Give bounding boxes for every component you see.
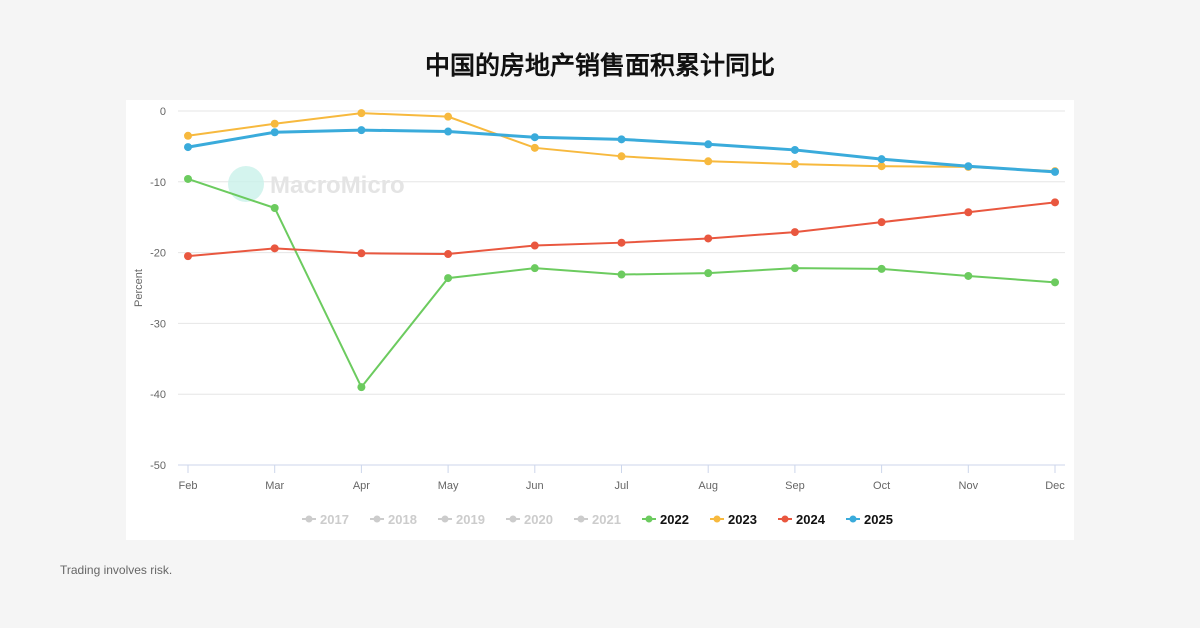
data-point-2025 — [530, 133, 539, 142]
data-point-2022 — [357, 383, 366, 392]
legend-item-2024[interactable]: 2024 — [796, 512, 826, 527]
legend-item-2022[interactable]: 2022 — [660, 512, 689, 527]
x-tick-label: Mar — [265, 480, 284, 492]
data-point-2025 — [877, 155, 886, 164]
data-point-2023 — [444, 112, 453, 121]
data-point-2024 — [530, 241, 539, 250]
legend-item-2021[interactable]: 2021 — [592, 512, 621, 527]
legend-marker-icon — [713, 515, 721, 523]
chart-title: 中国的房地产销售面积累计同比 — [424, 51, 775, 80]
data-point-2023 — [530, 143, 539, 152]
watermark: MacroMicro — [270, 172, 405, 199]
data-point-2025 — [184, 143, 192, 152]
y-axis-label: Percent — [133, 269, 145, 307]
data-point-2024 — [790, 228, 799, 237]
series-line-2024 — [187, 201, 1056, 258]
data-point-2023 — [704, 157, 713, 166]
y-tick-label: 0 — [160, 106, 166, 118]
data-point-2024 — [444, 250, 453, 259]
data-point-2024 — [617, 238, 626, 247]
x-tick-label: Jun — [526, 480, 544, 492]
legend-marker-icon — [509, 515, 517, 523]
data-point-2023 — [790, 160, 799, 169]
data-point-2022 — [877, 264, 886, 273]
legend-marker-icon — [373, 515, 381, 523]
data-point-2024 — [357, 249, 366, 258]
data-point-2025 — [1051, 167, 1059, 176]
legend-marker-icon — [577, 515, 585, 523]
data-point-2023 — [617, 152, 626, 161]
data-point-2025 — [964, 162, 973, 171]
data-point-2024 — [1051, 198, 1059, 207]
x-tick-label: Aug — [698, 480, 718, 492]
legend-item-2018[interactable]: 2018 — [388, 512, 417, 527]
legend-marker-icon — [645, 515, 653, 523]
data-point-2023 — [877, 162, 886, 171]
chart-panel: 0 -10 -20 -30 -40 -50 Percent Feb Mar Apr May Jun Ju… — [126, 100, 1074, 540]
x-tick-label: May — [438, 480, 459, 492]
data-point-2025 — [444, 127, 453, 136]
y-tick-label: -20 — [150, 248, 166, 260]
data-point-2023 — [270, 119, 279, 128]
data-point-2022 — [444, 274, 453, 283]
data-point-2024 — [964, 208, 973, 217]
data-point-2022 — [1051, 278, 1059, 287]
x-tick-label: Feb — [179, 480, 198, 492]
data-point-2022 — [617, 270, 626, 279]
data-point-2024 — [184, 252, 192, 261]
disclaimer: Trading involves risk. — [60, 563, 173, 577]
data-point-2022 — [704, 269, 713, 278]
legend-item-2019[interactable]: 2019 — [456, 512, 485, 527]
legend-item-2020[interactable]: 2020 — [524, 512, 553, 527]
y-tick-label: -40 — [150, 389, 166, 401]
data-point-2022 — [790, 264, 799, 273]
y-tick-label: -30 — [150, 318, 166, 330]
legend-marker-icon — [781, 515, 789, 523]
data-point-2025 — [704, 140, 713, 149]
x-tick-label: Oct — [873, 480, 890, 492]
watermark-logo-icon — [228, 166, 264, 202]
data-point-2024 — [270, 244, 279, 253]
data-point-2023 — [357, 109, 366, 118]
data-point-2022 — [964, 271, 973, 280]
legend-marker-icon — [441, 515, 449, 523]
x-tick-label: Nov — [959, 480, 979, 492]
legend-item-2025[interactable]: 2025 — [864, 512, 893, 527]
data-point-2024 — [877, 218, 886, 227]
data-point-2025 — [357, 126, 366, 135]
legend-marker-icon — [849, 515, 857, 523]
data-point-2022 — [270, 203, 279, 212]
data-point-2022 — [184, 174, 192, 183]
x-tick-label: Apr — [353, 480, 370, 492]
legend-item-2023[interactable]: 2023 — [728, 512, 757, 527]
legend-marker-icon — [305, 515, 313, 523]
x-tick-label: Dec — [1045, 480, 1065, 492]
y-tick-label: -50 — [150, 460, 166, 472]
data-point-2025 — [617, 135, 626, 144]
data-point-2025 — [270, 128, 279, 137]
data-point-2023 — [184, 131, 192, 140]
y-tick-label: -10 — [150, 177, 166, 189]
series-line-2022 — [187, 178, 1056, 389]
line-chart: 0 -10 -20 -30 -40 -50 Percent Feb Mar Apr May Jun Ju… — [133, 106, 1065, 527]
x-tick-label: Sep — [785, 480, 805, 492]
legend-item-2017[interactable]: 2017 — [320, 512, 349, 527]
data-point-2025 — [790, 145, 799, 154]
x-tick-label: Jul — [614, 480, 628, 492]
data-point-2024 — [704, 234, 713, 243]
data-point-2022 — [530, 264, 539, 273]
